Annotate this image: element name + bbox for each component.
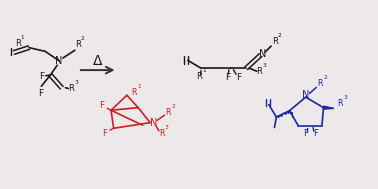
Text: N: N — [302, 90, 310, 100]
Text: F: F — [38, 89, 43, 98]
Text: 1: 1 — [138, 84, 141, 89]
Text: 1: 1 — [21, 35, 24, 40]
Text: R: R — [257, 67, 262, 77]
Text: R: R — [15, 39, 20, 48]
Text: 1: 1 — [203, 68, 206, 73]
Text: R: R — [166, 108, 171, 117]
Polygon shape — [324, 106, 334, 109]
Text: 3: 3 — [164, 125, 168, 130]
Text: N: N — [259, 49, 266, 59]
Text: R: R — [159, 129, 164, 138]
Text: R: R — [338, 99, 343, 108]
Text: Δ: Δ — [93, 54, 102, 68]
Text: 2: 2 — [278, 33, 282, 39]
Text: F: F — [225, 73, 230, 82]
Text: R: R — [75, 40, 81, 50]
Text: N: N — [56, 56, 63, 66]
Text: 3: 3 — [344, 95, 347, 100]
Text: 2: 2 — [171, 104, 175, 109]
Text: 2: 2 — [323, 75, 327, 80]
Text: F: F — [102, 129, 107, 138]
Text: 3: 3 — [262, 64, 266, 68]
Text: R: R — [272, 37, 278, 46]
Text: F: F — [40, 72, 45, 81]
Text: N: N — [150, 118, 158, 128]
Text: F: F — [303, 129, 308, 138]
Text: R: R — [197, 72, 203, 81]
Text: F: F — [99, 101, 104, 110]
Text: F: F — [236, 73, 241, 82]
Text: F: F — [314, 129, 319, 138]
Text: 3: 3 — [74, 80, 78, 85]
Text: R: R — [132, 88, 137, 97]
Text: 2: 2 — [81, 36, 85, 41]
Text: R: R — [317, 79, 323, 88]
Text: R: R — [68, 84, 74, 93]
